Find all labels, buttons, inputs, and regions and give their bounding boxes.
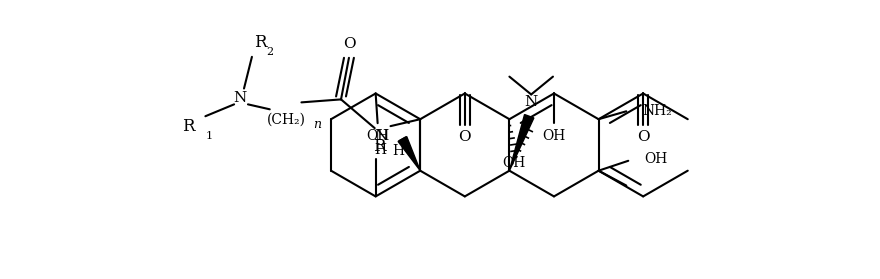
- Text: N: N: [374, 129, 387, 143]
- Text: (CH₂): (CH₂): [267, 112, 306, 126]
- Polygon shape: [510, 115, 534, 171]
- Text: n: n: [313, 118, 321, 131]
- Text: O: O: [458, 130, 471, 144]
- Text: R: R: [373, 138, 385, 155]
- Text: OH: OH: [542, 129, 566, 143]
- Text: 1: 1: [205, 131, 212, 141]
- Text: R: R: [254, 35, 267, 51]
- Text: O: O: [637, 130, 649, 144]
- Polygon shape: [398, 137, 421, 171]
- Text: N: N: [524, 95, 538, 109]
- Text: R: R: [182, 118, 194, 135]
- Text: OH: OH: [644, 152, 667, 166]
- Text: OH: OH: [502, 156, 526, 170]
- Text: H: H: [375, 143, 386, 157]
- Text: N: N: [233, 92, 246, 105]
- Text: 2: 2: [266, 47, 273, 57]
- Text: OH: OH: [366, 129, 389, 143]
- Text: O: O: [342, 37, 356, 51]
- Text: H: H: [392, 144, 405, 158]
- Text: NH₂: NH₂: [642, 104, 672, 118]
